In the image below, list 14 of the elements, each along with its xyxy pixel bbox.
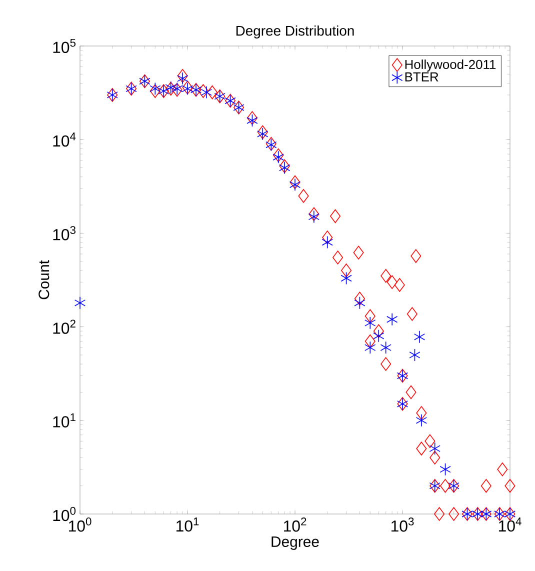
legend-label: Hollywood-2011 — [405, 60, 496, 72]
chart-title: Degree Distribution — [236, 25, 354, 38]
y-tick-label: 10$^{1}$ — [53, 413, 76, 428]
x-tick-label: 10$^{1}$ — [176, 518, 199, 532]
y-tick-label: 10$^{3}$ — [53, 226, 76, 240]
y-tick-label: 10$^{2}$ — [53, 320, 76, 334]
x-tick-label: 10$^{2}$ — [284, 518, 306, 532]
legend-label: BTER — [405, 72, 438, 82]
y-tick-label: 10$^{4}$ — [53, 132, 76, 147]
x-tick-label: 10$^{4}$ — [499, 518, 522, 532]
x-tick-label: 10$^{3}$ — [392, 518, 414, 532]
y-axis-title: Count — [38, 260, 50, 300]
y-tick-label: 10$^{5}$ — [53, 38, 76, 54]
x-axis-title: Degree — [272, 536, 319, 550]
